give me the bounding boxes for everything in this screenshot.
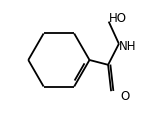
Text: O: O (120, 90, 130, 103)
Text: HO: HO (109, 12, 127, 25)
Text: NH: NH (119, 40, 136, 53)
